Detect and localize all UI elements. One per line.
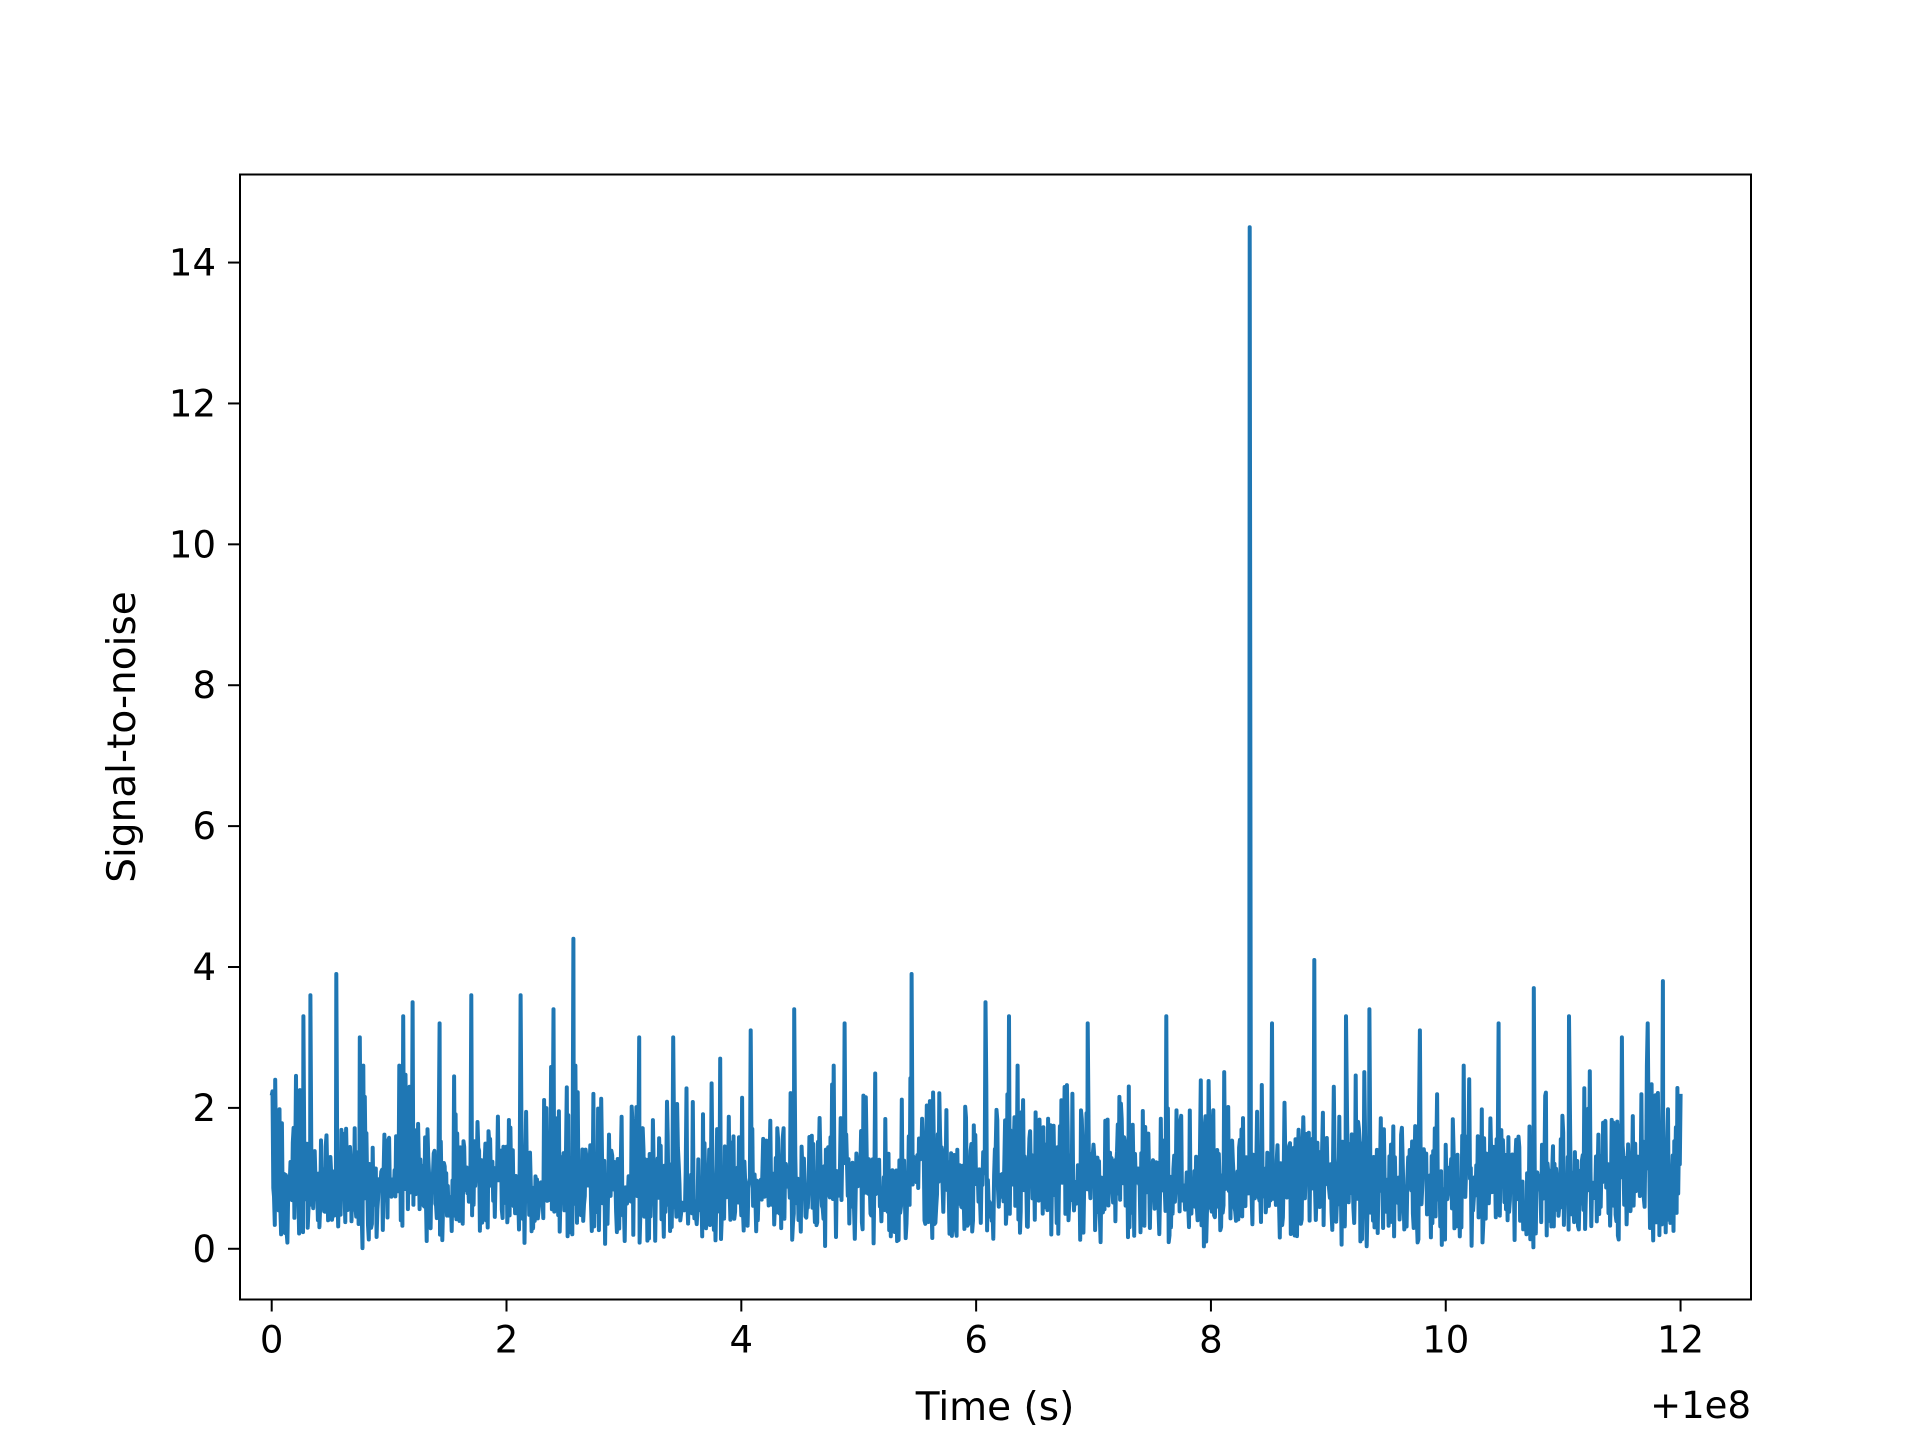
- axes-frame: [239, 173, 1752, 1301]
- plot-area: [269, 225, 1683, 1251]
- y-tick-label: 14: [169, 242, 216, 285]
- y-tick-label: 4: [192, 946, 216, 989]
- x-tick-label: 2: [495, 1319, 519, 1362]
- x-tick-label: 6: [964, 1319, 988, 1362]
- y-tick-label: 2: [192, 1087, 216, 1130]
- y-axis-label: Signal-to-noise: [100, 591, 145, 883]
- snr-series-line: [269, 225, 1683, 1251]
- x-tick-label: 8: [1199, 1319, 1223, 1362]
- x-tick-label: 4: [730, 1319, 754, 1362]
- y-axis-ticks: 0 2 4 6 8 10 12 14: [169, 242, 240, 1271]
- x-tick-label: 10: [1422, 1319, 1469, 1362]
- y-tick-label: 6: [192, 805, 216, 848]
- x-axis-ticks: 0 2 4 6 8 10 12: [260, 1299, 1704, 1362]
- x-tick-label: 0: [260, 1319, 284, 1362]
- y-tick-label: 0: [192, 1228, 216, 1271]
- x-axis-label: Time (s): [915, 1385, 1075, 1430]
- y-tick-label: 8: [192, 664, 216, 707]
- y-tick-label: 10: [169, 523, 216, 566]
- y-tick-label: 12: [169, 382, 216, 425]
- x-tick-label: 12: [1657, 1319, 1704, 1362]
- x-axis-offset-label: +1e8: [1650, 1384, 1751, 1427]
